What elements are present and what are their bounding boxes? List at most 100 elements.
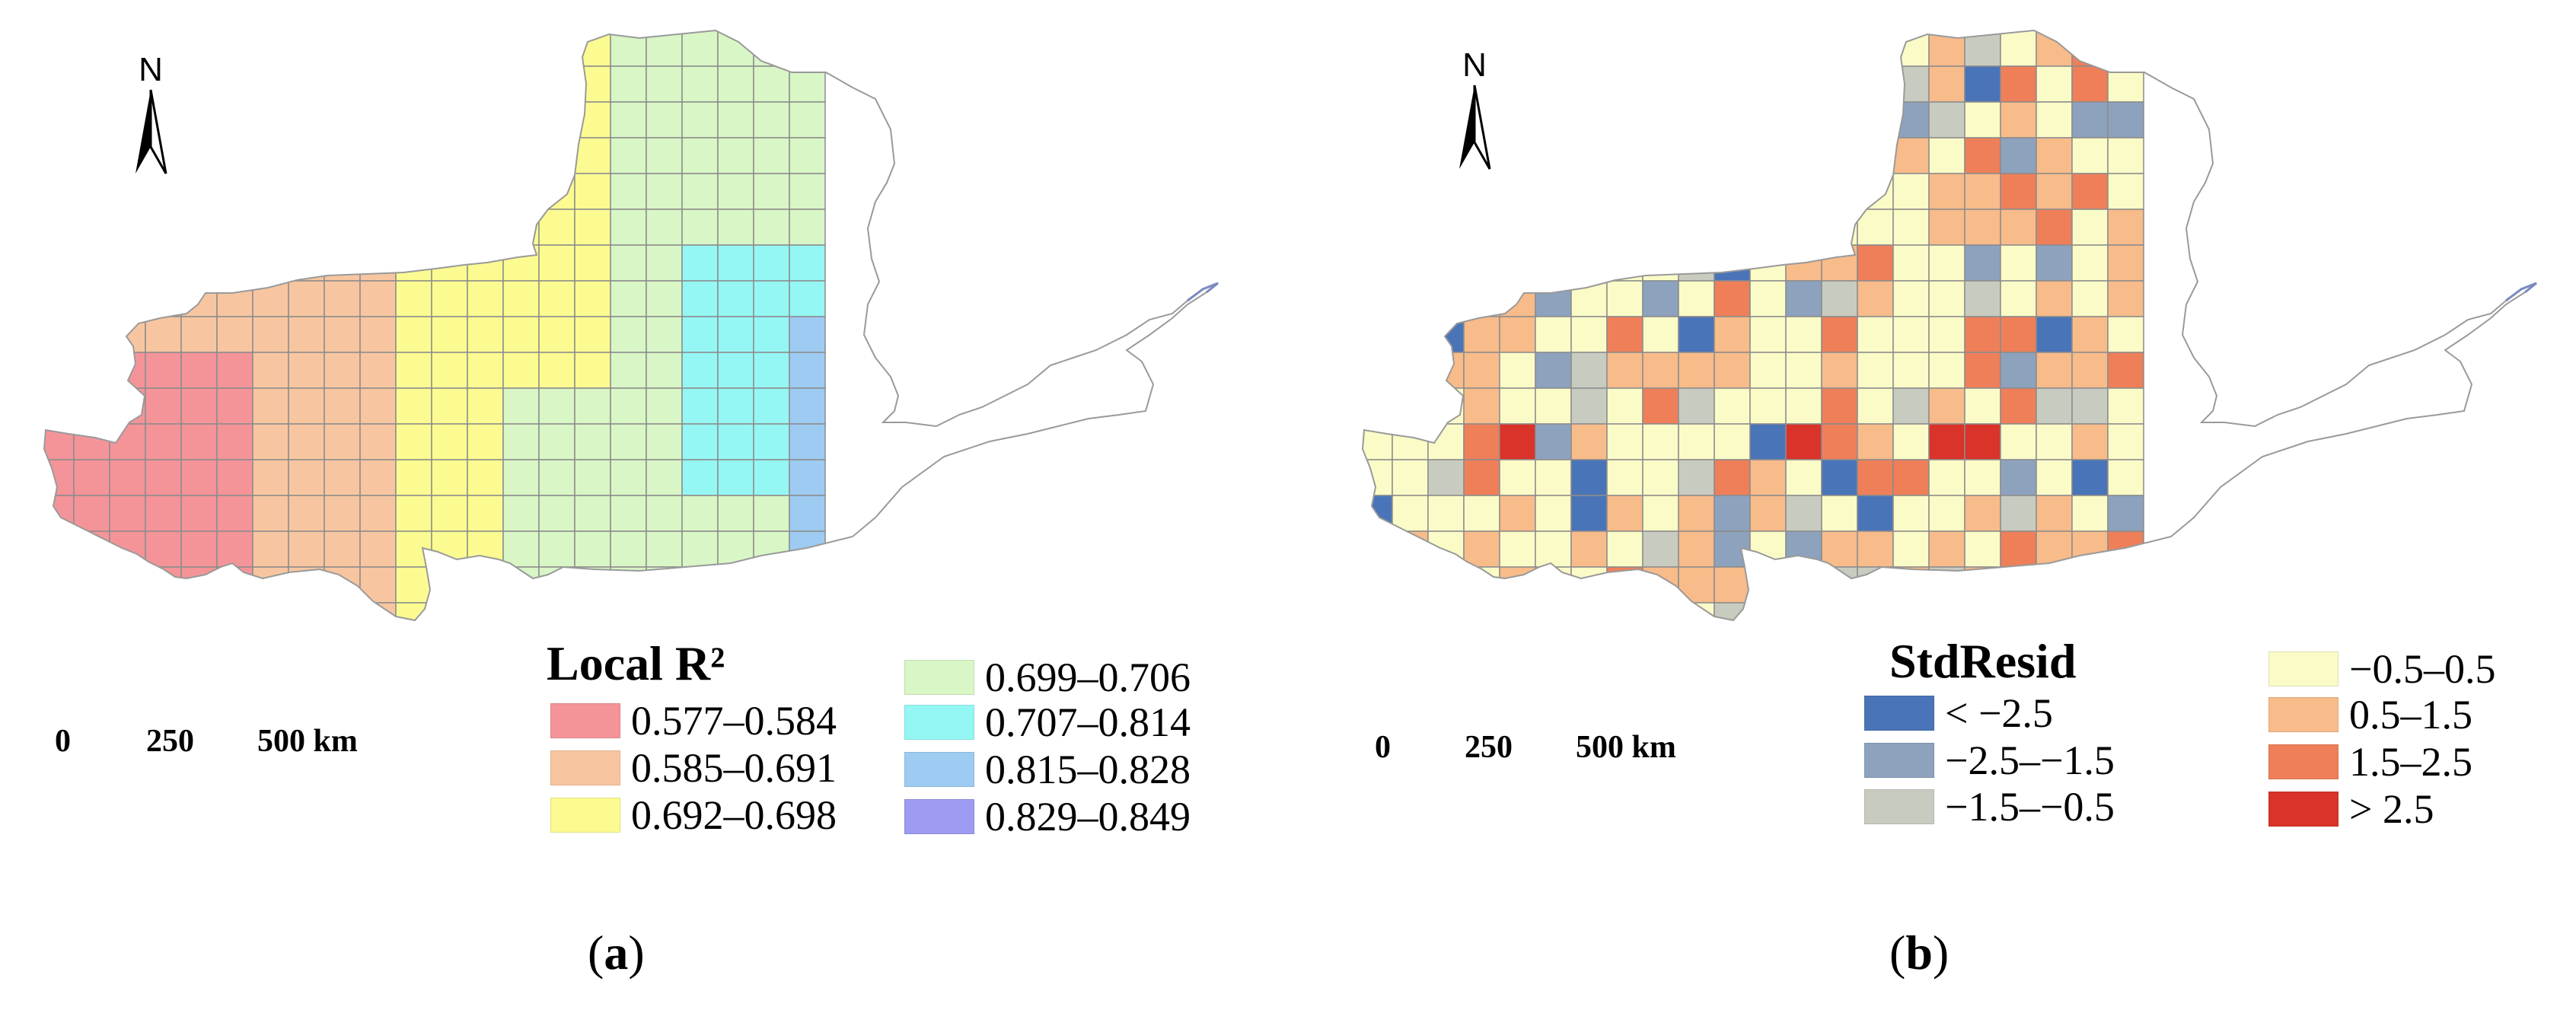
- grid-cell: [216, 602, 253, 620]
- grid-cell: [288, 602, 325, 620]
- grid-cell: [717, 173, 754, 210]
- grid-cell: [253, 639, 289, 674]
- grid-cell: [1857, 602, 1894, 620]
- grid-cell: [1964, 530, 2001, 568]
- grid-cell: [324, 352, 361, 389]
- grid-cell: [431, 387, 468, 425]
- grid-cell: [44, 602, 75, 620]
- grid-cell: [789, 423, 826, 460]
- grid-cell: [503, 746, 539, 761]
- grid-cell: [538, 495, 575, 532]
- grid-cell: [216, 316, 253, 353]
- grid-cell: [359, 602, 397, 620]
- grid-cell: [1570, 65, 1608, 103]
- grid-cell: [288, 30, 325, 67]
- grid-cell: [1427, 101, 1465, 139]
- grid-cell: [1857, 495, 1894, 532]
- grid-cell: [216, 423, 253, 460]
- grid-cell: [2071, 137, 2109, 174]
- std-resid-map: N: [1361, 29, 2537, 710]
- grid-cell: [1749, 209, 1787, 246]
- grid-cell: [646, 209, 683, 246]
- grid-cell: [1427, 423, 1465, 460]
- grid-cell: [1714, 65, 1751, 103]
- grid-cell: [1785, 495, 1822, 532]
- grid-cell: [1570, 173, 1608, 210]
- grid-cell: [2071, 30, 2109, 67]
- grid-cell: [109, 602, 146, 620]
- grid-cell: [395, 459, 432, 496]
- grid-cell: [1463, 173, 1500, 210]
- grid-cell: [1363, 530, 1393, 568]
- grid-cell: [1964, 244, 2001, 282]
- grid-cell: [1606, 316, 1643, 353]
- grid-cell: [1535, 173, 1572, 210]
- grid-cell: [646, 602, 683, 620]
- grid-cell: [73, 30, 110, 67]
- grid-cell: [1499, 244, 1536, 282]
- grid-cell: [1678, 137, 1715, 174]
- grid-cell: [1749, 316, 1787, 353]
- grid-cell: [610, 244, 647, 282]
- grid-cell: [1678, 173, 1715, 210]
- grid-cell: [1857, 209, 1894, 246]
- grid-cell: [1892, 316, 1930, 353]
- grid-cell: [1642, 137, 1679, 174]
- grid-cell: [1463, 566, 1500, 604]
- grid-cell: [1499, 530, 1536, 568]
- grid-cell: [2000, 244, 2037, 282]
- grid-cell: [145, 280, 182, 317]
- grid-cell: [2036, 101, 2073, 139]
- grid-cell: [2072, 674, 2108, 710]
- grid-cell: [180, 280, 218, 317]
- grid-cell: [431, 173, 468, 210]
- grid-cell: [538, 30, 575, 67]
- legend-swatch: [2268, 792, 2338, 827]
- grid-cell: [1427, 495, 1465, 532]
- grid-cell: [789, 280, 826, 317]
- grid-cell: [1392, 280, 1429, 317]
- local-r2-map: N: [43, 29, 1219, 761]
- grid-cell: [44, 352, 75, 389]
- grid-cell: [1785, 30, 1822, 67]
- grid-cell: [1749, 101, 1787, 139]
- legend-item: 0.5–1.5: [2268, 694, 2472, 735]
- grid-cell: [432, 639, 467, 674]
- grid-cell: [288, 423, 325, 460]
- grid-cell: [2000, 316, 2037, 353]
- scale-bar-labels: 0 250 500 km: [1288, 729, 1745, 775]
- grid-cell: [1427, 137, 1465, 174]
- grid-cell: [2071, 602, 2109, 620]
- grid-cell: [74, 639, 110, 674]
- grid-cell: [324, 530, 361, 568]
- grid-cell: [1427, 387, 1465, 425]
- grid-cell: [1570, 209, 1608, 246]
- grid-cell: [1535, 459, 1572, 496]
- grid-cell: [431, 423, 468, 460]
- grid-cell: [1714, 387, 1751, 425]
- grid-cell: [1535, 352, 1572, 389]
- grid-cell: [1606, 173, 1643, 210]
- grid-cell: [753, 173, 790, 210]
- grid-cell: [467, 387, 504, 425]
- grid-cell: [1714, 639, 1750, 674]
- grid-cell: [1821, 65, 1858, 103]
- grid-cell: [502, 423, 540, 460]
- grid-cell: [1928, 137, 1965, 174]
- grid-cell: [145, 530, 182, 568]
- grid-cell: [1606, 101, 1643, 139]
- grid-cell: [1463, 459, 1500, 496]
- grid-cell: [1964, 495, 2001, 532]
- grid-cell: [1570, 30, 1608, 67]
- grid-cell: [73, 316, 110, 353]
- grid-cell: [1642, 352, 1679, 389]
- grid-cell: [1535, 387, 1572, 425]
- grid-cell: [2000, 280, 2037, 317]
- grid-cell: [431, 30, 468, 67]
- grid-cell: [467, 101, 504, 139]
- grid-cell: [502, 352, 540, 389]
- grid-cell: [180, 173, 218, 210]
- grid-cell: [2071, 209, 2109, 246]
- legend-item: −1.5–−0.5: [1864, 786, 2115, 827]
- grid-cell: [538, 459, 575, 496]
